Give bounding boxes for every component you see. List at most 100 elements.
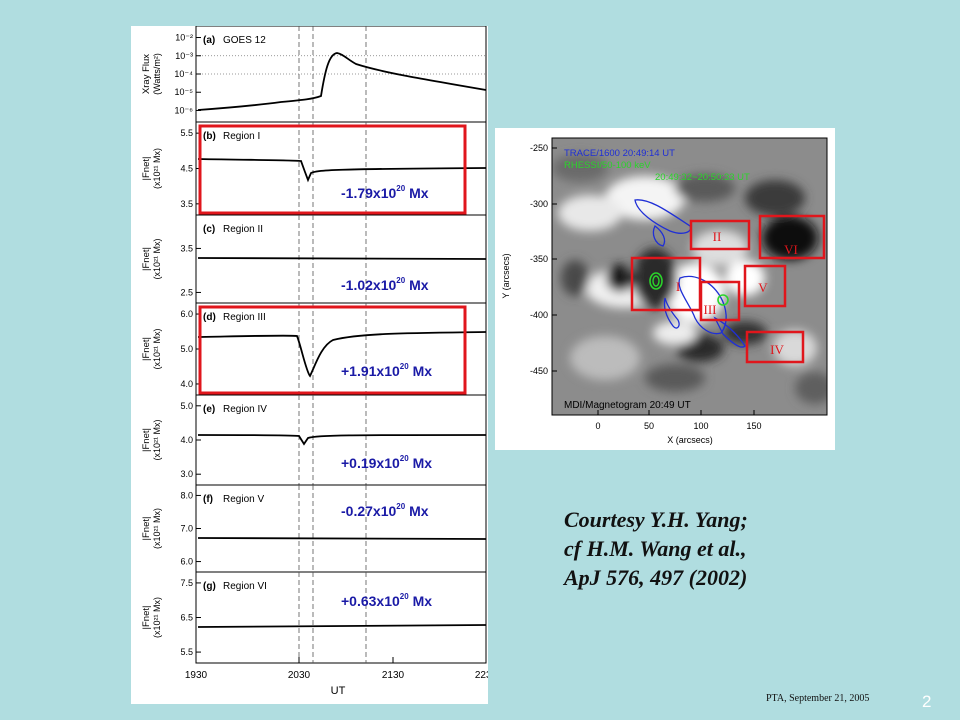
region-box-iv — [745, 330, 805, 364]
ytick-label: 6.5 — [180, 613, 193, 623]
rhessi-contour — [649, 272, 663, 290]
ytick-label: 5.5 — [180, 128, 193, 138]
magnetic-patch — [570, 336, 640, 380]
magnetic-patch — [653, 321, 697, 345]
panel-name: Region I — [223, 131, 260, 142]
ytick-label: 5.5 — [180, 647, 193, 657]
ytick-label: 6.0 — [180, 557, 193, 567]
ytick-label: -450 — [530, 366, 548, 376]
courtesy-line-1: Courtesy Y.H. Yang; — [564, 507, 748, 532]
panel-g: 7.5 6.5 5.5 |Fnet| (x10²¹ Mx) (g) Region VI — [141, 571, 487, 664]
xtick-label: 2130 — [382, 670, 405, 681]
ylabel-line-1: |Fnet| — [141, 157, 152, 181]
ytick-label: 3.0 — [180, 469, 193, 479]
magnetic-patch — [605, 176, 685, 220]
region-iii-annotation: +1.91x1020 Mx — [341, 362, 433, 379]
legend-trace: TRACE/1600 20:49:14 UT — [564, 148, 675, 159]
region-box-vi — [758, 214, 826, 260]
rhessi-contour — [652, 275, 660, 287]
ylabel-line-1: |Fnet| — [141, 247, 152, 271]
panel-tag: (c) — [203, 224, 215, 235]
ylabel-line-1: Xray Flux — [141, 54, 152, 94]
ylabel-line-2: (Watts/m²) — [152, 53, 162, 95]
panel-name: Region VI — [223, 581, 267, 592]
region-label-vi: VI — [784, 242, 798, 257]
panel-a: 10⁻² 10⁻³ 10⁻⁴ 10⁻⁵ 10⁻⁶ Xray Flux (Watts/m²) (… — [141, 26, 487, 123]
panel-b: 5.5 4.5 3.5 |Fnet| (x10²¹ Mx) (b) Region I — [141, 121, 487, 216]
ylabel-line-1: |Fnet| — [141, 517, 152, 541]
panel-name: GOES 12 — [223, 35, 266, 46]
panel-name: Region II — [223, 224, 263, 235]
ytick-label: 6.0 — [180, 309, 193, 319]
region-label-i: I — [676, 279, 680, 294]
panel-tag: (d) — [203, 312, 216, 323]
footer-text: PTA, September 21, 2005 — [766, 693, 870, 704]
ytick-label: 3.5 — [180, 243, 193, 253]
rhessi-contour — [717, 294, 729, 306]
region-box-v — [743, 264, 787, 308]
panel-tag: (g) — [203, 581, 216, 592]
ylabel-line-2: (x10²¹ Mx) — [152, 508, 162, 549]
magnetogram-figure: I II III IV V VI TRACE/1600 20:49:14 UT RHESSI/… — [495, 128, 835, 450]
ytick-label: 10⁻² — [175, 33, 193, 43]
flux-curve — [197, 537, 487, 540]
magnetic-patch — [675, 174, 735, 202]
legend-rhessi: RHESSI/50-100 keV — [564, 160, 651, 171]
flux-timeseries-figure: 10⁻² 10⁻³ 10⁻⁴ 10⁻⁵ 10⁻⁶ Xray Flux (Watts/m²) (… — [131, 26, 488, 704]
xtick-label: 150 — [746, 421, 761, 431]
region-iv-annotation: +0.19x1020 Mx — [341, 454, 433, 471]
ytick-label: -350 — [530, 254, 548, 264]
ylabel-line-2: (x10²¹ Mx) — [152, 329, 162, 370]
region-i-annotation: -1.79x1020 Mx — [341, 184, 429, 201]
ylabel-line-1: |Fnet| — [141, 337, 152, 361]
trace-contour — [678, 275, 727, 335]
xtick-label: 2230 — [475, 670, 488, 681]
image-frame — [551, 137, 828, 416]
page-number: 2 — [922, 692, 932, 711]
magnetic-patch — [795, 372, 827, 404]
ytick-label: 2.5 — [180, 287, 193, 297]
region-box-ii — [689, 219, 751, 251]
trace-contour — [713, 316, 746, 348]
ytick-label: 4.0 — [180, 435, 193, 445]
ytick-label: 5.0 — [180, 401, 193, 411]
region-vi-annotation: +0.63x1020 Mx — [341, 592, 433, 609]
courtesy-line-3: ApJ 576, 497 (2002) — [564, 565, 748, 590]
ytick-label: 10⁻³ — [175, 51, 193, 61]
panel-d: 6.0 5.0 4.0 |Fnet| (x10²¹ Mx) (d) Region III — [141, 302, 487, 396]
ytick-label: 7.5 — [180, 578, 193, 588]
flux-curve — [197, 624, 487, 628]
flux-plots-svg: 10⁻² 10⁻³ 10⁻⁴ 10⁻⁵ 10⁻⁶ Xray Flux (Watts/m²) (… — [141, 26, 488, 697]
panel-tag: (a) — [203, 35, 215, 46]
panel-tag: (b) — [203, 131, 216, 142]
xtick-label: 50 — [644, 421, 654, 431]
xtick-label: 1930 — [185, 670, 208, 681]
region-v-annotation: -0.27x1020 Mx — [341, 502, 429, 519]
panel-c: 3.5 2.5 |Fnet| (x10²¹ Mx) (c) Region II — [141, 214, 487, 304]
magnetic-patch — [773, 330, 817, 366]
ytick-label: 5.0 — [180, 344, 193, 354]
ytick-label: 4.0 — [180, 379, 193, 389]
ytick-label: 10⁻⁴ — [174, 69, 193, 79]
region-label-iii: III — [704, 302, 717, 317]
region-label-iv: IV — [770, 342, 784, 357]
magnetic-patches — [552, 154, 827, 404]
ytick-label: 10⁻⁶ — [175, 105, 194, 115]
panel-name: Region IV — [223, 404, 267, 415]
highlight-box — [198, 124, 467, 215]
xaxis-label: X (arcsecs) — [667, 435, 713, 445]
flux-curve — [197, 331, 487, 378]
magnetogram-label: MDI/Magnetogram 20:49 UT — [564, 400, 691, 411]
ylabel-line-2: (x10²¹ Mx) — [152, 597, 162, 638]
yaxis-label: Y (arcsecs) — [501, 253, 511, 298]
xtick-label: 100 — [693, 421, 708, 431]
ytick-label: -400 — [530, 310, 548, 320]
ytick-label: 8.0 — [180, 490, 193, 500]
ytick-label: 10⁻⁵ — [175, 87, 194, 97]
xaxis-label: UT — [331, 685, 346, 697]
magnetogram-image — [552, 138, 827, 415]
ylabel-line-2: (x10²¹ Mx) — [152, 420, 162, 461]
trace-contour — [652, 225, 666, 247]
magnetic-patch — [723, 321, 767, 345]
highlight-box — [198, 305, 467, 395]
